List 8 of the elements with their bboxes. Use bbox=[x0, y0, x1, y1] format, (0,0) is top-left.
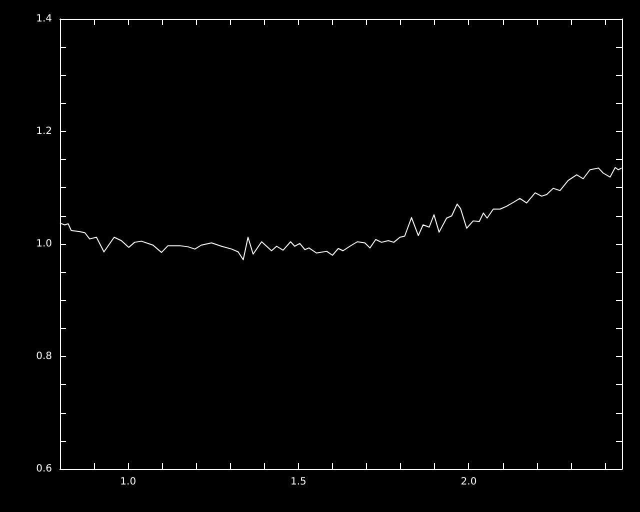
x-tick-label: 1.0 bbox=[120, 476, 136, 488]
y-tick-label: 1.4 bbox=[36, 14, 52, 24]
y-tick-label: 1.2 bbox=[36, 126, 52, 137]
y-tick-label: 1.0 bbox=[36, 238, 52, 250]
y-tick-label: 0.6 bbox=[36, 464, 52, 474]
x-tick-label: 1.5 bbox=[290, 476, 306, 488]
x-tick-label: 2.0 bbox=[460, 476, 477, 488]
y-tick-label: 0.8 bbox=[36, 351, 52, 362]
